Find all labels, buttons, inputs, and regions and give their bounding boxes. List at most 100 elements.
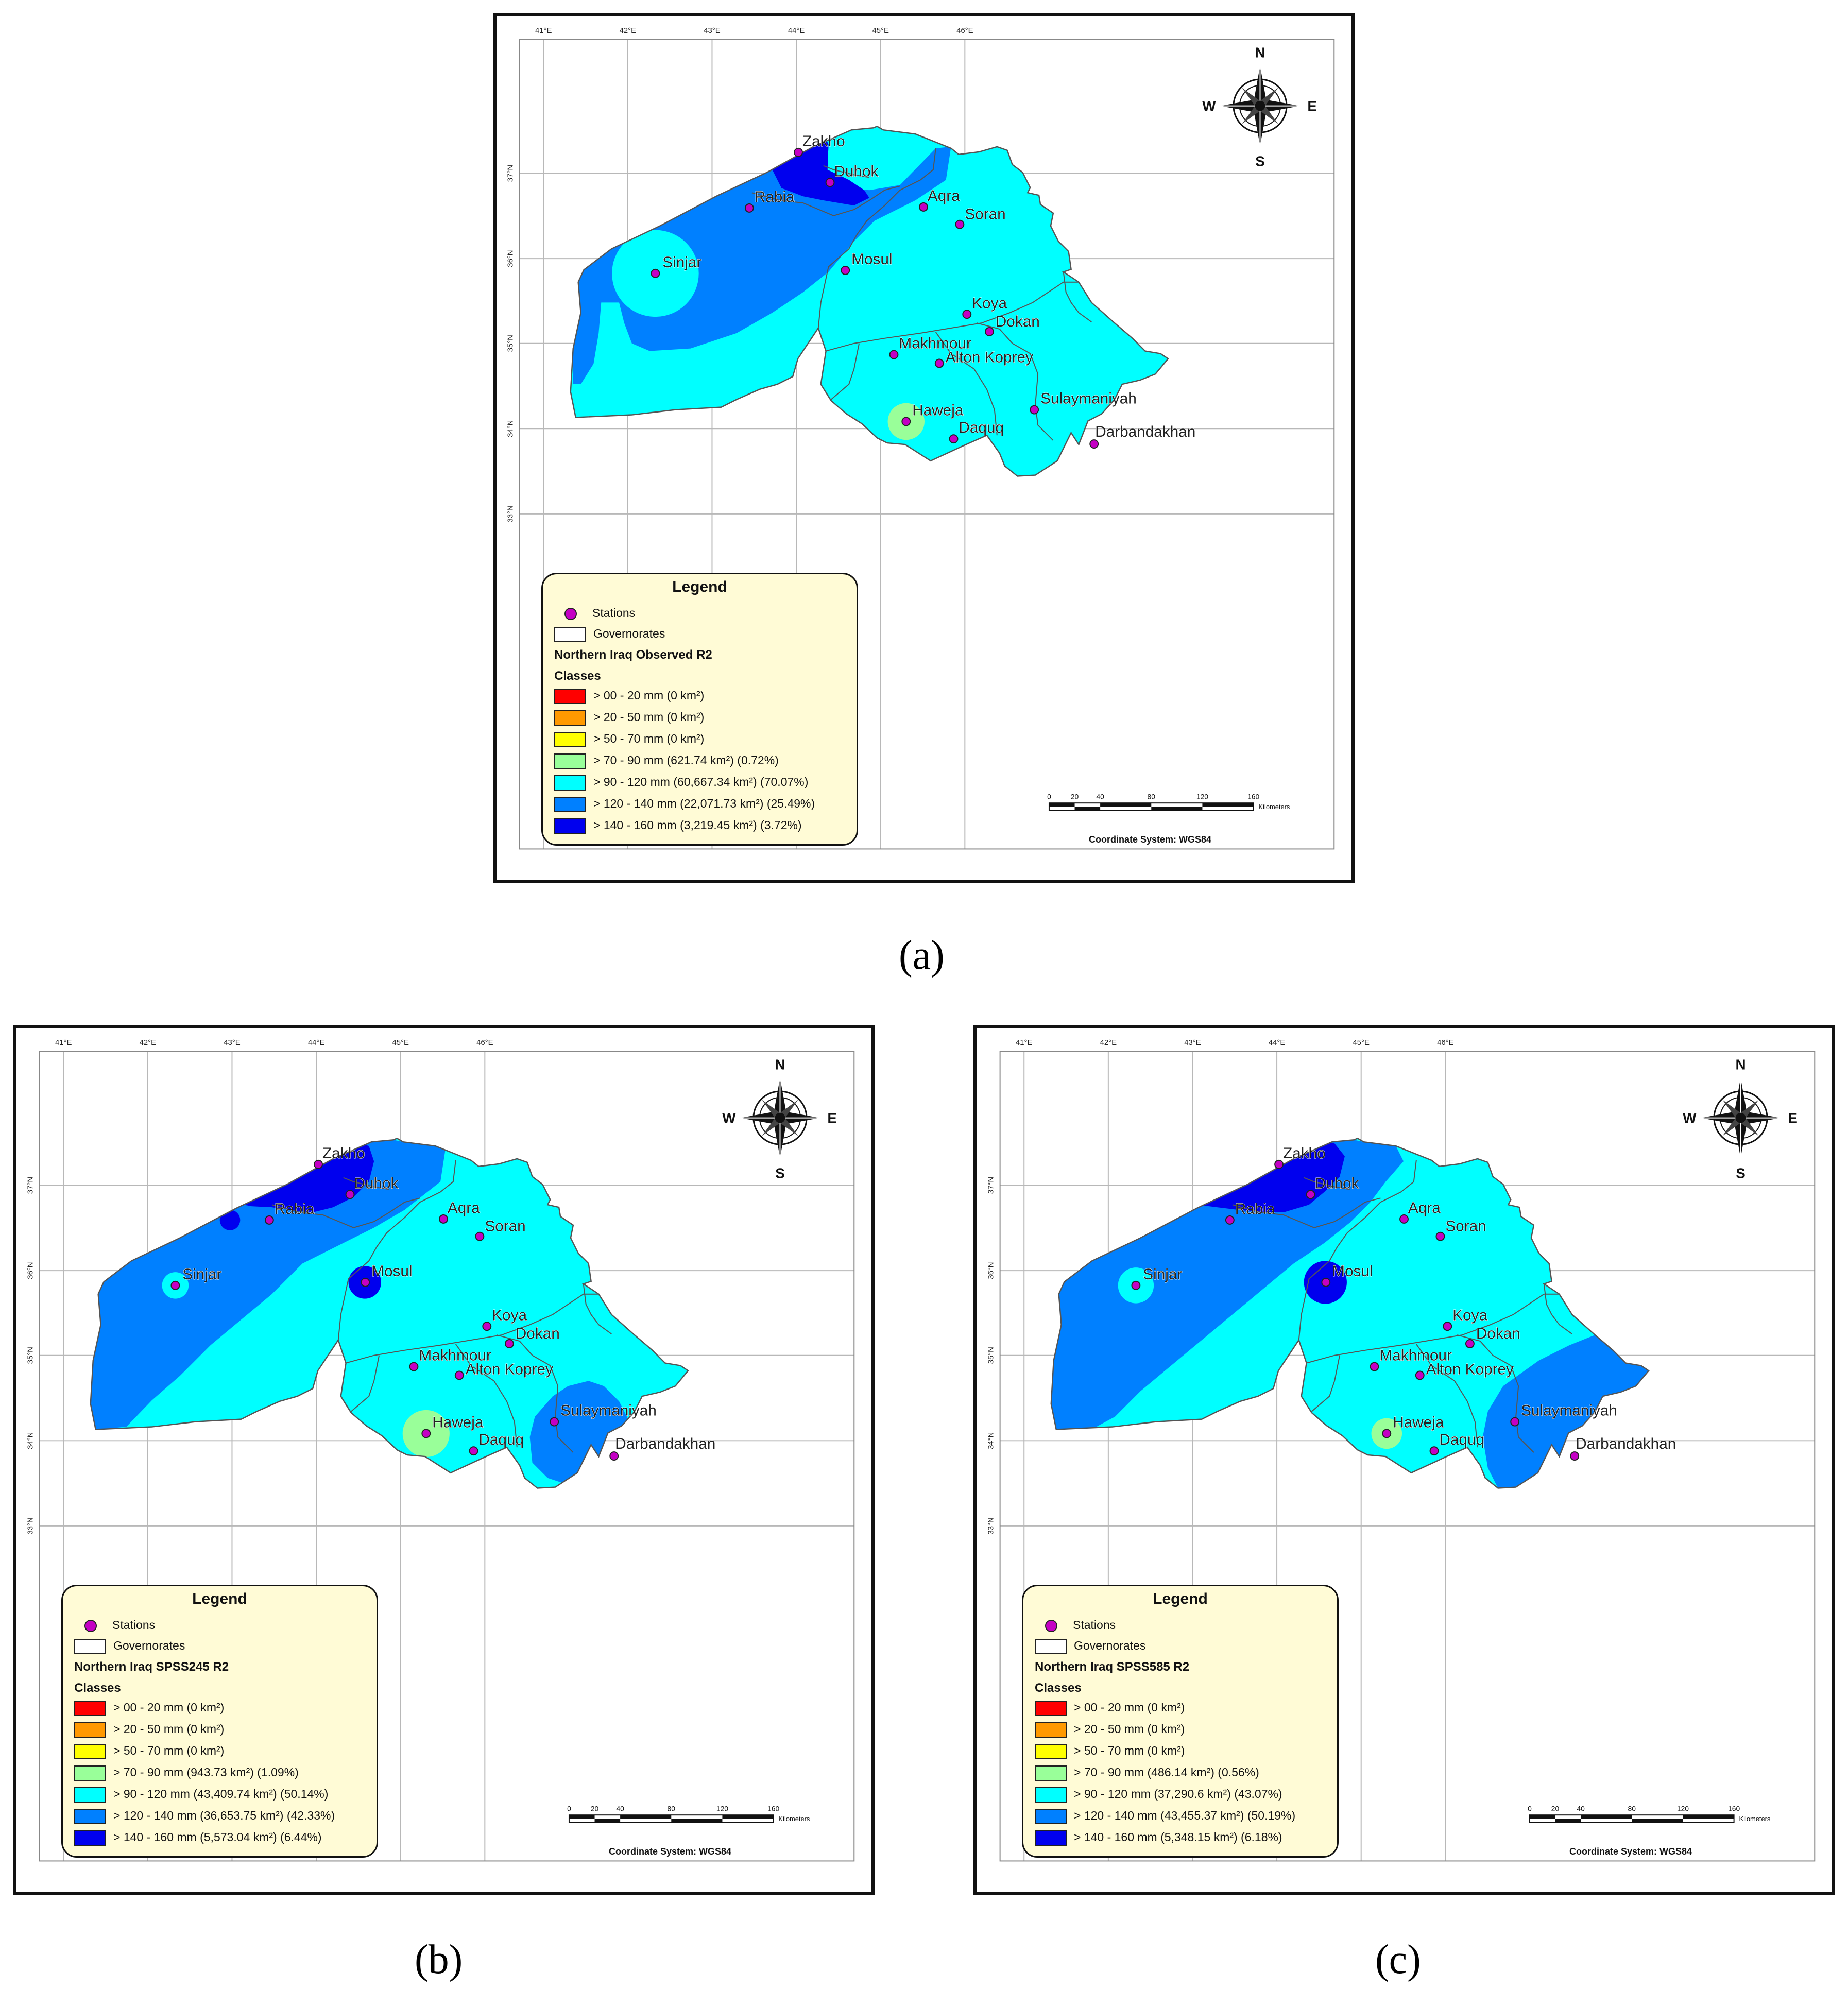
station-label: Darbandakhan [1576, 1435, 1676, 1452]
legend-governorates: Governorates [74, 1639, 185, 1654]
station-marker [505, 1339, 514, 1348]
map-canvas-a: 41°E 42°E 43°E 44°E 45°E 46°E 37°N 36°N 35°N 34°N… [507, 27, 1335, 850]
governorate-boundary [1298, 1160, 1417, 1341]
governorate-boundary [350, 1355, 380, 1412]
legend-class-item: > 50 - 70 mm (0 km²) [1035, 1744, 1185, 1759]
governorate-boundary [1457, 1334, 1534, 1453]
station-marker [409, 1362, 419, 1371]
north-arrow-icon: N S E W [722, 1056, 837, 1181]
station-marker [345, 1190, 355, 1199]
legend-class-item: > 00 - 20 mm (0 km²) [74, 1701, 224, 1716]
legend-map-title: Northern Iraq Observed R2 [554, 648, 712, 662]
station-marker [609, 1451, 619, 1461]
legend-class-item: > 00 - 20 mm (0 km²) [1035, 1701, 1185, 1716]
station-marker [889, 350, 899, 359]
scale-bar: 0 20 40 80 120 160 Kilometers [1528, 1804, 1770, 1823]
station-label: Dokan [1476, 1325, 1520, 1342]
legend-stations: Stations [1035, 1618, 1116, 1632]
class-swatch [554, 818, 586, 834]
class-swatch [554, 710, 586, 726]
station-marker [651, 268, 660, 278]
legend-c: Legend Stations Governorates Northern Iraq … [1022, 1585, 1339, 1858]
legend-map-title: Northern Iraq SPSS245 R2 [74, 1660, 229, 1674]
station-marker [1443, 1322, 1452, 1331]
legend-stations: Stations [74, 1618, 155, 1632]
legend-b: Legend Stations Governorates Northern Iraq … [61, 1585, 378, 1858]
legend-class-item: > 70 - 90 mm (621.74 km²) (0.72%) [554, 753, 779, 769]
scale-tick-label: 120 [1677, 1804, 1689, 1812]
governorate-boundary [346, 1293, 599, 1364]
map-panel-b: 41°E 42°E 43°E 44°E 45°E 46°E 37°N 36°N 35°N 34°N… [13, 1025, 875, 1895]
compass-letter-s: S [1736, 1165, 1746, 1181]
legend-class-item: > 120 - 140 mm (22,071.73 km²) (25.49%) [554, 797, 815, 812]
class-swatch [1035, 1830, 1067, 1846]
station-label: Daquq [478, 1431, 524, 1448]
class-swatch [1035, 1701, 1067, 1716]
station-marker [1570, 1451, 1580, 1461]
governorate-symbol [1035, 1639, 1067, 1654]
station-marker [825, 178, 835, 187]
longitude-label: 44°E [1269, 1039, 1285, 1047]
latitude-label: 33°N [507, 505, 515, 522]
station-label: Soran [1445, 1218, 1486, 1235]
compass-letter-s: S [775, 1165, 785, 1181]
station-label: Haweja [1393, 1414, 1444, 1431]
governorate-boundary [271, 1197, 420, 1228]
longitude-label: 43°E [224, 1039, 240, 1047]
legend-governorates: Governorates [554, 627, 665, 642]
station-marker [1399, 1214, 1409, 1224]
class-swatch [554, 797, 586, 812]
longitude-label: 46°E [476, 1039, 493, 1047]
governorate-boundary [1311, 1355, 1341, 1412]
station-marker [1306, 1190, 1315, 1199]
station-label: Haweja [912, 402, 964, 419]
station-marker [1225, 1215, 1235, 1225]
governorate-boundary [455, 1344, 518, 1448]
scale-tick-label: 160 [1728, 1804, 1740, 1812]
legend-class-item: > 90 - 120 mm (43,409.74 km²) (50.14%) [74, 1787, 328, 1803]
legend-class-item: > 70 - 90 mm (486.14 km²) (0.56%) [1035, 1765, 1259, 1781]
compass-letter-n: N [1255, 44, 1265, 60]
station-marker [469, 1446, 478, 1456]
station-label: Aqra [448, 1199, 480, 1216]
class-swatch [554, 775, 586, 791]
station-marker [361, 1277, 370, 1287]
governorate-boundary [496, 1334, 574, 1453]
governorate-symbol [554, 627, 586, 642]
class-swatch [74, 1701, 106, 1716]
map-frame [39, 1051, 855, 1862]
scale-tick-label: 40 [1096, 792, 1104, 800]
station-marker [744, 203, 754, 213]
station-label: Alton Koprey [946, 349, 1033, 366]
legend-class-item: > 90 - 120 mm (60,667.34 km²) (70.07%) [554, 775, 808, 791]
station-marker [1465, 1339, 1475, 1348]
scale-tick-label: 0 [1047, 792, 1051, 800]
station-label: Dokan [516, 1325, 560, 1342]
map-canvas-c: 41°E 42°E 43°E 44°E 45°E 46°E 37°N 36°N 35°N 34°N… [987, 1039, 1816, 1862]
legend-class-item: > 50 - 70 mm (0 km²) [74, 1744, 224, 1759]
station-label: Duhok [1314, 1175, 1359, 1192]
latitude-label: 33°N [987, 1517, 996, 1534]
latitude-label: 34°N [27, 1432, 35, 1449]
station-marker [439, 1214, 448, 1224]
station-marker [934, 358, 944, 368]
station-marker [949, 434, 959, 444]
station-label: Aqra [1408, 1199, 1441, 1216]
station-label: Aqra [928, 187, 960, 204]
compass-letter-w: W [1202, 98, 1216, 114]
longitude-label: 45°E [1353, 1039, 1370, 1047]
legend-class-item: > 70 - 90 mm (943.73 km²) (1.09%) [74, 1765, 299, 1781]
latitude-label: 37°N [507, 165, 515, 182]
class-swatch [554, 732, 586, 747]
station-marker [454, 1370, 464, 1380]
station-label: Rabia [275, 1201, 315, 1218]
governorate-boundary [1063, 271, 1092, 322]
zone-120-140-west [90, 1140, 446, 1430]
legend-title: Legend [672, 578, 727, 595]
scale-tick-label: 80 [1148, 792, 1156, 800]
class-swatch [554, 689, 586, 704]
longitude-label: 42°E [620, 27, 636, 35]
station-marker [550, 1417, 559, 1427]
governorate-boundary [751, 185, 900, 216]
scale-tick-label: 20 [1551, 1804, 1560, 1812]
